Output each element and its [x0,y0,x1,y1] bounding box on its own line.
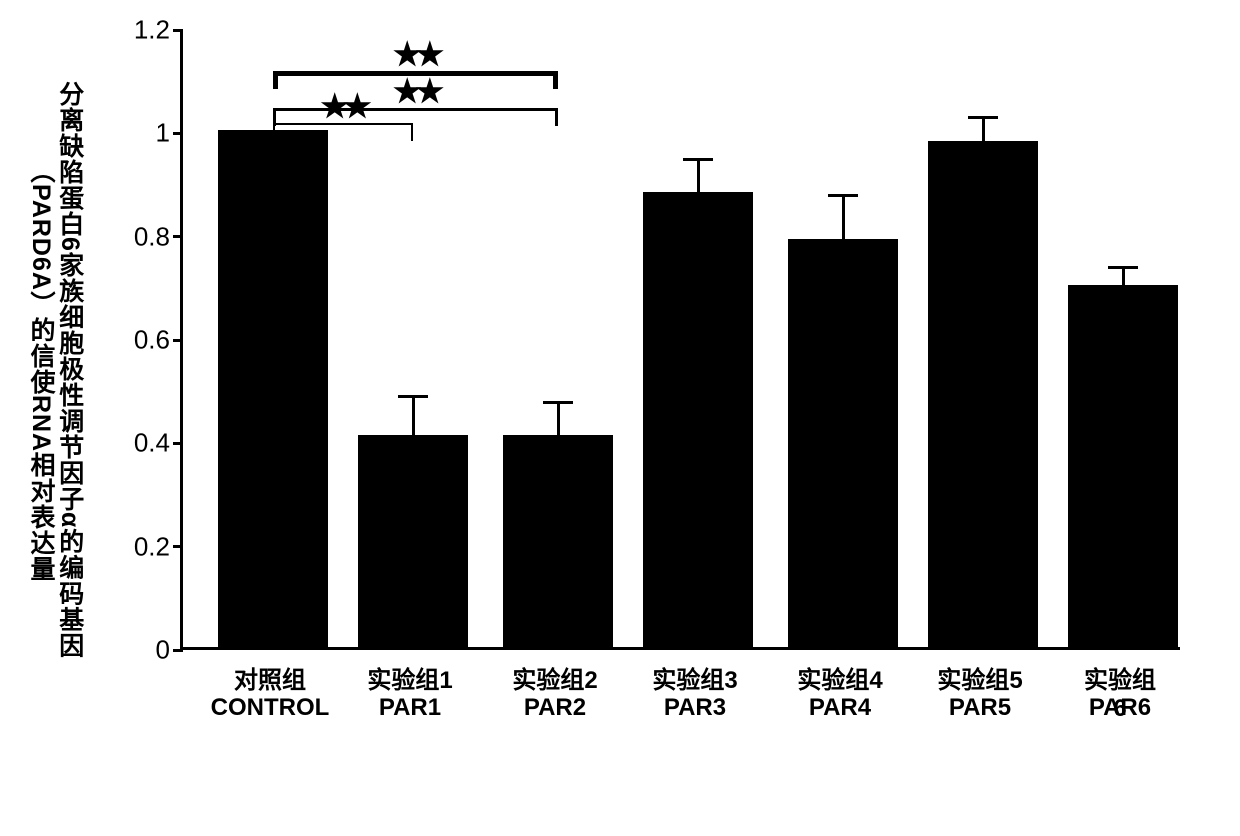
x-label-en: PAR2 [524,694,586,722]
plot-area: ★★★★★★ [180,30,1180,650]
x-label-en: PAR6 [1089,694,1151,722]
bar [503,435,613,647]
x-label-cn: 实验组2 [512,660,597,695]
significance-drop [411,123,413,141]
y-tick [173,132,183,135]
y-tick-label: 1.2 [110,15,170,46]
significance-drop [553,71,558,89]
error-bar-stem [697,159,700,195]
error-bar-stem [982,118,985,144]
x-label-cn: 实验组1 [367,660,452,695]
error-bar-stem [412,397,415,438]
x-label-cn: 实验组4 [797,660,882,695]
y-tick [173,649,183,652]
y-tick-label: 0.2 [110,531,170,562]
chart-container: ★★★★★★ 00.20.40.60.811.2对照组CONTROL实验组1PA… [120,20,1200,740]
significance-drop [273,123,275,141]
error-bar-cap [1108,266,1138,269]
x-label-en: PAR5 [949,694,1011,722]
significance-drop [555,108,558,126]
y-tick-label: 0 [110,635,170,666]
error-bar-cap [828,194,858,197]
y-tick [173,339,183,342]
bar [788,239,898,647]
y-tick [173,545,183,548]
bar [643,192,753,647]
bar [928,141,1038,647]
bar [1068,285,1178,647]
x-label-cn: 实验组3 [652,660,737,695]
error-bar-stem [842,195,845,242]
y-axis-label: 分离缺陷蛋白6家族细胞极性调节因子α的编码基因（PARD6A）的信使RNA相对表… [10,30,100,710]
y-tick-label: 0.8 [110,221,170,252]
x-label-en: PAR1 [379,694,441,722]
y-tick-label: 0.4 [110,428,170,459]
y-tick-label: 1 [110,118,170,149]
y-tick-label: 0.6 [110,325,170,356]
error-bar-stem [557,402,560,438]
significance-stars: ★★ [320,87,365,125]
significance-drop [273,108,276,126]
x-label-en: PAR4 [809,694,871,722]
y-tick [173,29,183,32]
bar [218,130,328,647]
error-bar-cap [398,395,428,398]
error-bar-stem [1122,268,1125,289]
x-label-cn: 对照组 [234,660,306,695]
error-bar-cap [543,401,573,404]
y-tick [173,442,183,445]
x-label-en: CONTROL [211,694,330,722]
error-bar-cap [968,116,998,119]
significance-stars: ★★ [393,72,438,110]
x-label-en: PAR3 [664,694,726,722]
significance-stars: ★★ [393,35,438,73]
y-tick [173,235,183,238]
x-label-cn: 实验组5 [937,660,1022,695]
significance-drop [273,71,278,89]
bar [358,435,468,647]
error-bar-cap [683,158,713,161]
